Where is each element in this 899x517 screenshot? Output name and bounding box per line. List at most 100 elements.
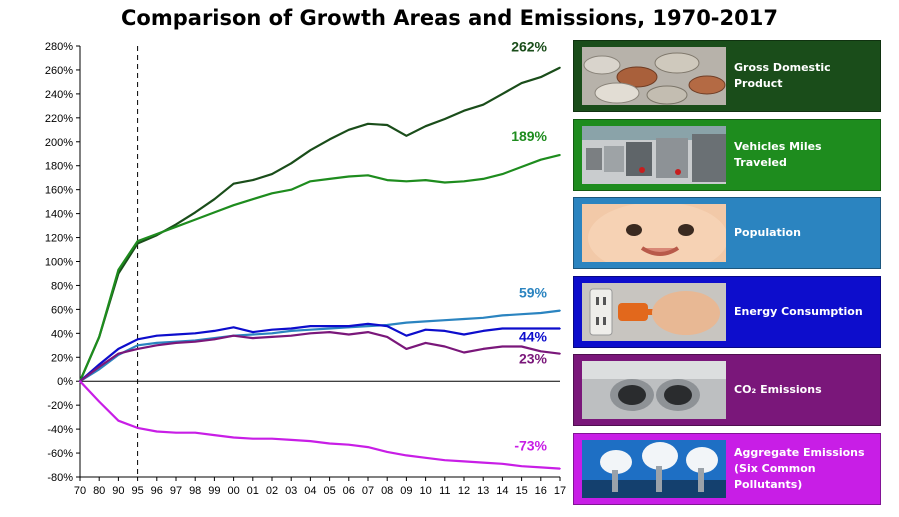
x-tick-label: 70 <box>74 485 86 497</box>
data-point <box>290 334 293 337</box>
traffic-icon <box>582 126 726 184</box>
series-line <box>78 66 561 382</box>
data-point <box>194 431 196 434</box>
data-point <box>271 336 273 338</box>
y-tick-label: -60% <box>47 448 73 460</box>
data-point <box>482 178 485 180</box>
data-point <box>520 82 523 84</box>
data-point <box>367 331 369 333</box>
data-point <box>156 233 158 235</box>
data-point <box>328 331 331 333</box>
coins-icon <box>582 47 726 105</box>
data-point <box>328 138 331 141</box>
data-point <box>252 333 254 336</box>
data-point <box>213 330 216 332</box>
y-tick-label: 20% <box>51 352 73 364</box>
panel-vmt: Vehicles Miles Traveled <box>573 119 881 191</box>
y-tick-label: 80% <box>51 280 73 292</box>
data-point <box>290 162 293 165</box>
series-line <box>79 380 561 470</box>
y-tick-label: 280% <box>45 41 73 53</box>
data-point <box>194 211 196 214</box>
y-tick-label: 120% <box>45 233 73 245</box>
panel-energy: Energy Consumption <box>573 276 881 348</box>
data-point <box>386 179 389 181</box>
x-tick-label: 03 <box>285 485 297 497</box>
y-tick-label: -40% <box>47 424 73 436</box>
data-point <box>156 334 158 337</box>
panel-gdp: Gross Domestic Product <box>573 40 881 112</box>
data-point <box>309 180 312 183</box>
data-point <box>559 66 561 69</box>
data-point <box>98 400 100 403</box>
data-point <box>98 366 100 368</box>
data-point <box>520 313 523 315</box>
data-point <box>386 325 389 327</box>
panel-aggregate: Aggregate Emissions (Six Common Pollutan… <box>573 433 881 505</box>
y-tick-label: 0% <box>57 376 73 388</box>
data-point <box>136 344 139 347</box>
data-point <box>194 332 196 335</box>
data-point <box>405 321 408 324</box>
end-value-label: 262% <box>511 39 547 55</box>
x-tick-label: 90 <box>112 485 124 497</box>
data-point <box>540 312 542 314</box>
x-tick-label: 09 <box>400 485 412 497</box>
x-tick-label: 00 <box>227 485 239 497</box>
data-point <box>252 337 254 339</box>
data-point <box>194 218 196 221</box>
data-point <box>252 179 254 181</box>
data-point <box>520 345 523 348</box>
end-value-label: 59% <box>519 285 548 301</box>
data-point <box>520 327 523 330</box>
y-tick-label: 240% <box>45 89 73 101</box>
y-tick-label: 100% <box>45 257 73 269</box>
x-tick-label: 16 <box>535 485 547 497</box>
panel-label-aggregate: Aggregate Emissions <box>734 446 865 459</box>
x-tick-label: 07 <box>362 485 374 497</box>
chart-title: Comparison of Growth Areas and Emissions… <box>121 6 778 30</box>
data-point <box>175 225 177 228</box>
data-point <box>175 431 177 434</box>
panel-label-population: Population <box>734 226 801 239</box>
data-point <box>444 319 446 321</box>
data-point <box>290 188 293 191</box>
data-point <box>520 465 523 468</box>
data-point <box>386 336 389 338</box>
data-point <box>117 352 120 355</box>
end-value-label: 189% <box>511 128 547 144</box>
data-point <box>482 330 485 332</box>
data-point <box>156 430 158 433</box>
data-point <box>175 333 177 336</box>
data-point <box>271 192 273 195</box>
data-point <box>463 180 465 183</box>
data-point <box>98 336 100 338</box>
series-line <box>79 322 560 383</box>
x-tick-label: 17 <box>554 485 566 497</box>
panel-label-co2: CO₂ Emissions <box>734 383 822 396</box>
data-point <box>444 459 446 462</box>
x-tick-label: 15 <box>515 485 527 497</box>
data-point <box>328 325 331 327</box>
y-tick-label: 140% <box>45 209 73 221</box>
end-value-label: -73% <box>514 438 547 454</box>
data-point <box>328 442 331 445</box>
x-tick-label: 11 <box>439 485 450 497</box>
data-point <box>540 466 542 469</box>
x-tick-label: 99 <box>208 485 220 497</box>
data-point <box>463 109 465 112</box>
y-tick-label: 160% <box>45 185 73 197</box>
data-point <box>213 198 216 201</box>
data-point <box>136 240 139 242</box>
data-point <box>367 123 369 125</box>
data-point <box>271 328 273 331</box>
x-tick-label: 10 <box>419 485 431 497</box>
data-point <box>328 178 331 180</box>
data-point <box>309 332 312 335</box>
data-point <box>424 125 427 128</box>
series-line <box>79 331 561 383</box>
end-value-label: 23% <box>519 351 548 367</box>
data-point <box>501 93 504 95</box>
data-point <box>405 334 408 337</box>
data-point <box>175 223 177 226</box>
